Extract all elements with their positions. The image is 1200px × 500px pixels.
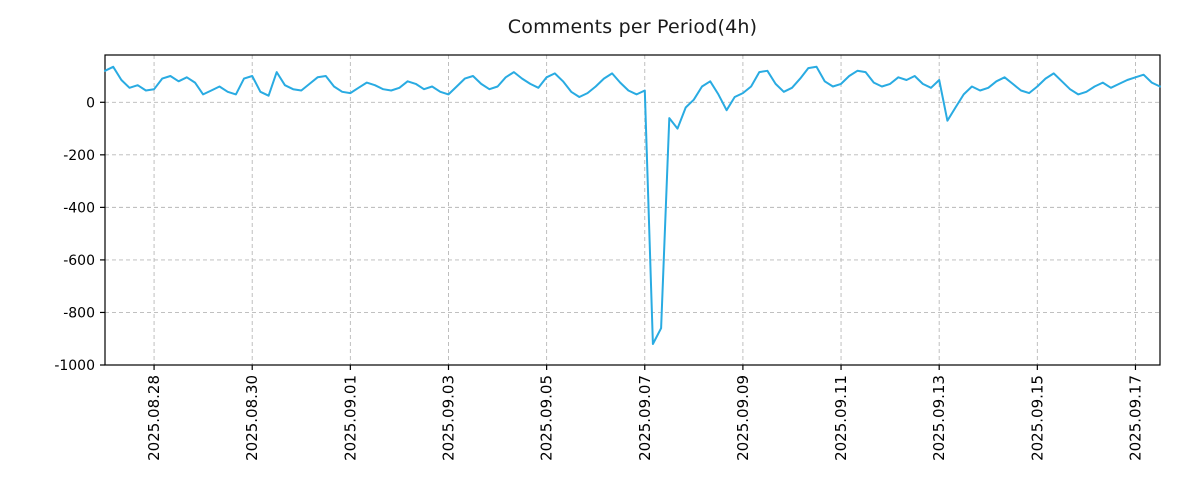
x-tick-label: 2025.09.09 [734,375,752,461]
grid-lines [105,55,1160,366]
y-tick-label: -200 [63,148,95,164]
chart-title: Comments per Period(4h) [507,16,758,38]
x-tick-label: 2025.09.05 [538,375,556,461]
x-tick-label: 2025.09.15 [1028,375,1046,461]
x-tick-label: 2025.09.17 [1126,375,1144,461]
x-tick-label: 2025.09.01 [341,375,359,461]
plot-frame [104,54,1161,366]
x-tick-label: 2025.09.03 [439,375,457,461]
x-tick-label: 2025.09.13 [930,375,948,461]
y-tick-label: 0 [86,95,95,111]
axes [104,54,1161,366]
y-tick-label: -600 [63,253,95,269]
series [104,65,1161,345]
series-line [104,65,1161,345]
y-tick-label: -800 [63,305,95,321]
tick-labels: 0 -200 -400 -600 -800 -1000 2025.08.28 2025.08.… [54,95,1144,461]
x-tick-label: 2025.08.28 [145,375,163,461]
x-tick-label: 2025.08.30 [243,375,261,461]
x-tick-label: 2025.09.07 [636,375,654,461]
y-tick-label: -1000 [54,358,95,374]
y-tick-label: -400 [63,200,95,216]
x-tick-label: 2025.09.11 [832,375,850,461]
tick-marks [100,101,1137,370]
